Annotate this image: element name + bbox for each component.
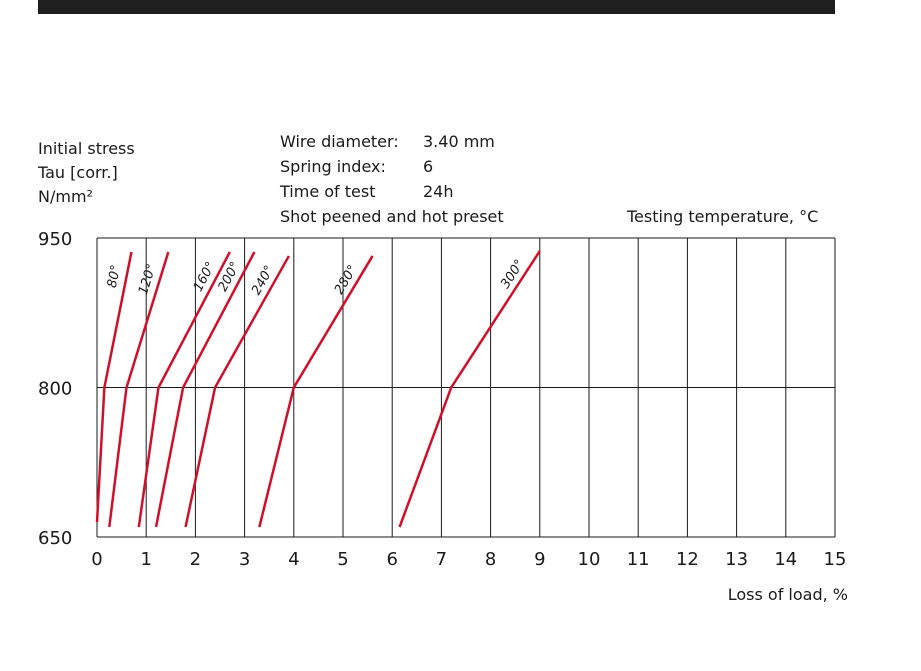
treatment-label: Shot peened and hot preset	[280, 207, 504, 226]
series-line-0	[95, 251, 133, 523]
x-tick-label-8: 8	[485, 549, 496, 570]
x-tick-label-7: 7	[436, 549, 447, 570]
wire-diameter-label: Wire diameter:	[280, 132, 399, 151]
series-line-5	[258, 255, 374, 528]
y-tick-label-950: 950	[38, 229, 72, 250]
x-axis-title: Loss of load, %	[728, 585, 848, 604]
spring-index-value: 6	[423, 157, 434, 176]
series-label-6: 300°	[498, 257, 528, 291]
series-line-6	[398, 250, 541, 528]
series-line-4	[184, 255, 290, 528]
x-tick-label-5: 5	[337, 549, 348, 570]
y-axis-title-line-3: N/mm²	[38, 187, 93, 206]
top-bar	[38, 0, 835, 14]
y-tick-label-650: 650	[38, 528, 72, 549]
series-label-5: 280°	[332, 263, 361, 298]
x-tick-label-3: 3	[239, 549, 250, 570]
series-label-4: 240°	[249, 263, 277, 298]
x-tick-label-2: 2	[190, 549, 201, 570]
x-tick-label-12: 12	[676, 549, 699, 570]
x-tick-label-0: 0	[91, 549, 102, 570]
x-tick-label-13: 13	[725, 549, 748, 570]
x-tick-label-4: 4	[288, 549, 299, 570]
series-label-3: 200°	[216, 259, 244, 294]
legend-title: Testing temperature, °C	[627, 207, 819, 226]
x-tick-label-11: 11	[627, 549, 650, 570]
series-label-0: 80°	[105, 264, 124, 290]
y-axis-title-line-2: Tau [corr.]	[38, 163, 118, 182]
series-line-1	[108, 251, 170, 528]
series-line-3	[154, 251, 256, 528]
x-tick-label-14: 14	[774, 549, 797, 570]
series-line-2	[137, 251, 231, 528]
x-tick-label-6: 6	[386, 549, 397, 570]
x-tick-label-10: 10	[578, 549, 601, 570]
x-tick-label-15: 15	[824, 549, 847, 570]
x-tick-label-9: 9	[534, 549, 545, 570]
y-tick-label-800: 800	[38, 379, 72, 400]
time-of-test-label: Time of test	[280, 182, 376, 201]
spring-index-label: Spring index:	[280, 157, 386, 176]
x-tick-label-1: 1	[140, 549, 151, 570]
wire-diameter-value: 3.40 mm	[423, 132, 495, 151]
time-of-test-value: 24h	[423, 182, 454, 201]
y-axis-title-line-1: Initial stress	[38, 139, 135, 158]
